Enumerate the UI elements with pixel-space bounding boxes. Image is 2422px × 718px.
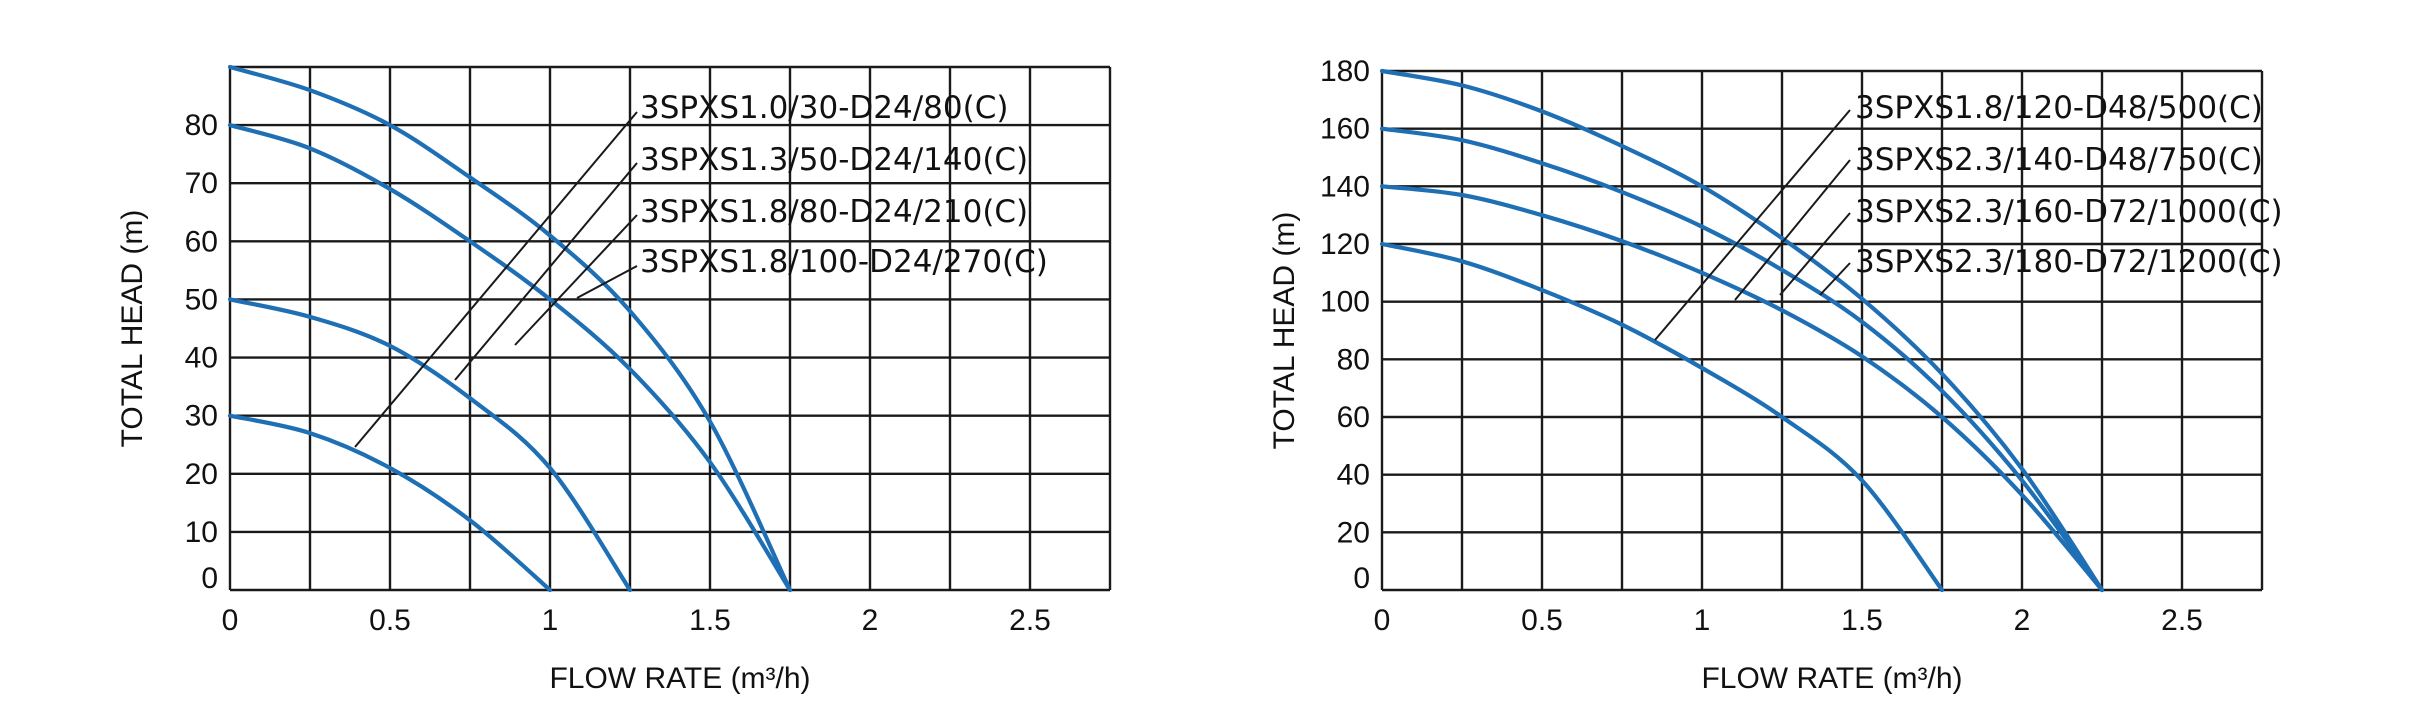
x-tick-label: 2.5 <box>1009 604 1051 637</box>
legend-label: 3SPXS2.3/160-D72/1000(C) <box>1855 194 2283 230</box>
series-line-4 <box>1379 68 2105 593</box>
legend-leader-line <box>576 265 638 299</box>
x-tick-label: 0.5 <box>369 604 411 637</box>
y-tick-label: 120 <box>1320 228 1370 261</box>
legend-leader-line <box>514 214 638 346</box>
y-tick-label: 100 <box>1320 286 1370 319</box>
y-tick-label: 30 <box>185 400 218 433</box>
y-tick-label: 10 <box>185 516 218 549</box>
y-tick-label: 80 <box>1337 343 1370 376</box>
legend-label: 3SPXS1.8/80-D24/210(C) <box>640 194 1028 230</box>
legend-leader-line <box>454 162 638 381</box>
y-tick-label: 180 <box>1320 55 1370 88</box>
legend-leader-line <box>1654 109 1851 341</box>
y-tick-label: 140 <box>1320 170 1370 203</box>
series-line-4 <box>227 64 793 593</box>
y-tick-label: 50 <box>185 283 218 316</box>
y-tick-label: 0 <box>1353 562 1370 595</box>
y-tick-label: 60 <box>1337 401 1370 434</box>
y-tick-label: 160 <box>1320 113 1370 146</box>
y-tick-label: 40 <box>185 342 218 375</box>
x-tick-label: 2.5 <box>2161 604 2203 637</box>
y-tick-label: 0 <box>201 562 218 595</box>
series-line-1 <box>1379 241 1945 593</box>
legend-leader-line <box>1779 212 1851 296</box>
legend-leader-line <box>1734 159 1851 301</box>
legend-label: 3SPXS2.3/140-D48/750(C) <box>1855 142 2263 178</box>
y-tick-label: 60 <box>185 225 218 258</box>
x-tick-label: 1 <box>542 604 559 637</box>
legend-label: 3SPXS1.0/30-D24/80(C) <box>640 90 1008 126</box>
chart-2: 0 0.5 1 1.5 2 2.5 0 20 40 60 80 100 120 140 160 180 FLOW… <box>1268 55 2283 695</box>
chart-1: 0 0.5 1 1.5 2 2.5 0 10 20 30 40 50 60 70 80 FLOW RATE (… <box>116 64 1112 695</box>
x-axis-title: FLOW RATE (m³/h) <box>549 662 810 695</box>
y-tick-label: 70 <box>185 167 218 200</box>
series-line-3 <box>1379 126 2105 593</box>
legend-label: 3SPXS1.8/120-D48/500(C) <box>1855 90 2263 126</box>
y-tick-label: 40 <box>1337 459 1370 492</box>
x-tick-label: 2 <box>2014 604 2031 637</box>
x-tick-label: 1.5 <box>689 604 731 637</box>
y-tick-label: 20 <box>185 458 218 491</box>
series-line-2 <box>227 297 633 593</box>
legend-label: 3SPXS1.8/100-D24/270(C) <box>640 244 1048 280</box>
series-line-1 <box>227 413 553 593</box>
x-tick-label: 0 <box>1374 604 1391 637</box>
legend-leader-line <box>1819 262 1851 296</box>
y-axis-title: TOTAL HEAD (m) <box>1268 212 1301 450</box>
x-tick-label: 0 <box>222 604 239 637</box>
legend-leader-line <box>354 111 638 448</box>
x-axis-title: FLOW RATE (m³/h) <box>1701 662 1962 695</box>
y-tick-label: 20 <box>1337 516 1370 549</box>
x-tick-label: 1.5 <box>1841 604 1883 637</box>
x-tick-label: 2 <box>862 604 879 637</box>
series-line-2 <box>1379 184 2105 593</box>
x-tick-label: 0.5 <box>1521 604 1563 637</box>
x-tick-label: 1 <box>1694 604 1711 637</box>
legend-label: 3SPXS1.3/50-D24/140(C) <box>640 142 1028 178</box>
y-tick-label: 80 <box>185 109 218 142</box>
legend-label: 3SPXS2.3/180-D72/1200(C) <box>1855 244 2283 280</box>
y-axis-title: TOTAL HEAD (m) <box>116 210 149 448</box>
